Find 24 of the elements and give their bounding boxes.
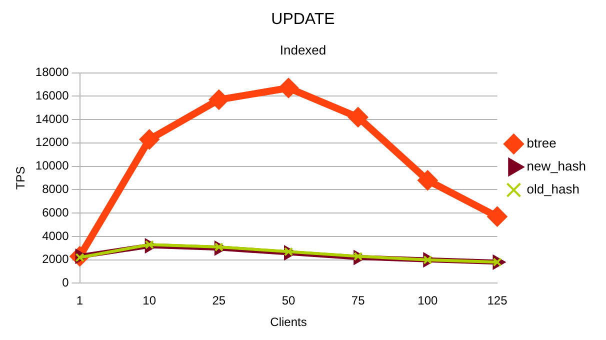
y-tick-label: 16000 — [35, 88, 70, 102]
chart-subtitle: Indexed — [280, 42, 326, 58]
x-tick-label: 1 — [76, 294, 84, 308]
legend-label: old_hash — [526, 182, 580, 197]
chart-title: UPDATE — [271, 11, 335, 28]
legend-label: btree — [526, 136, 556, 151]
y-tick-label: 10000 — [35, 158, 70, 173]
y-tick-label: 0 — [62, 276, 70, 290]
legend-label: new_hash — [526, 158, 586, 174]
y-tick-label: 4000 — [42, 228, 70, 243]
x-tick-label: 75 — [351, 294, 366, 308]
x-axis-title: Clients — [270, 315, 307, 330]
x-tick-label: 50 — [282, 294, 296, 308]
y-tick-label: 18000 — [35, 65, 70, 80]
x-tick-label: 100 — [418, 294, 438, 308]
y-tick-label: 14000 — [35, 112, 70, 126]
y-tick-label: 8000 — [42, 182, 70, 196]
x-tick-label: 25 — [212, 294, 226, 308]
y-axis-title: TPS — [14, 166, 28, 190]
y-tick-label: 2000 — [42, 252, 70, 266]
y-tick-label: 12000 — [35, 135, 70, 150]
x-tick-label: 125 — [487, 294, 508, 308]
y-tick-label: 6000 — [42, 205, 70, 220]
x-tick-label: 10 — [142, 294, 156, 308]
